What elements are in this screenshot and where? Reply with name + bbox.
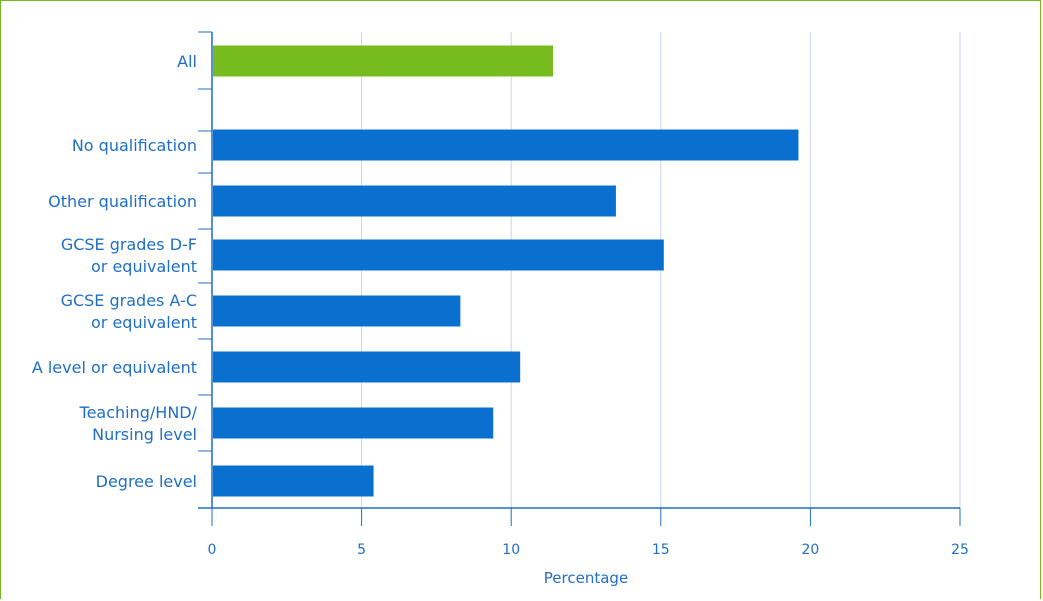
- bar: [213, 185, 616, 217]
- category-label: GCSE grades D-F or equivalent: [61, 235, 197, 276]
- category-label: No qualification: [72, 136, 197, 155]
- bar: [213, 407, 494, 439]
- bar: [213, 45, 554, 77]
- category-label: Degree level: [96, 472, 197, 491]
- x-tick-label: 10: [502, 542, 520, 558]
- bar: [213, 129, 799, 161]
- category-label: A level or equivalent: [32, 358, 197, 377]
- x-tick-label: 0: [208, 542, 217, 558]
- axes: [198, 31, 961, 526]
- category-label: GCSE grades A-C or equivalent: [61, 291, 197, 332]
- bars: [213, 45, 799, 497]
- x-tick-label: 25: [951, 542, 969, 558]
- x-axis-title: Percentage: [544, 569, 628, 587]
- x-tick-label: 20: [801, 542, 819, 558]
- bar: [213, 351, 521, 383]
- bar: [213, 465, 374, 497]
- category-label: Other qualification: [48, 192, 197, 211]
- category-label: All: [177, 52, 197, 71]
- bar: [213, 295, 461, 327]
- x-tick-label: 15: [652, 542, 670, 558]
- x-tick-label: 5: [357, 542, 366, 558]
- category-labels: All No qualification Other qualification GC…: [32, 52, 198, 491]
- category-label: Teaching/HND/Nursing level: [79, 403, 198, 444]
- bar: [213, 239, 664, 271]
- tick-labels: 0 5 10 15 20 25: [208, 542, 969, 558]
